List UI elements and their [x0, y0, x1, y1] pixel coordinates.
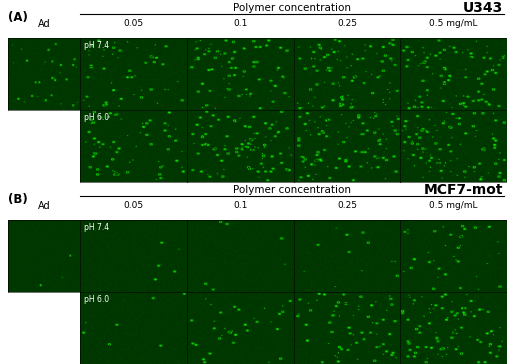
Text: Ad: Ad	[38, 201, 50, 210]
Text: 0.1: 0.1	[233, 19, 247, 28]
Text: 0.5 mg/mL: 0.5 mg/mL	[429, 19, 478, 28]
Text: pH 6.0: pH 6.0	[84, 113, 110, 122]
Text: MCF7-mot: MCF7-mot	[423, 183, 503, 197]
Text: 0.5 mg/mL: 0.5 mg/mL	[429, 201, 478, 210]
Text: Ad: Ad	[38, 19, 50, 28]
Text: pH 7.4: pH 7.4	[84, 223, 110, 232]
Text: (A): (A)	[8, 11, 28, 24]
Text: 0.05: 0.05	[123, 201, 143, 210]
Text: 0.1: 0.1	[233, 201, 247, 210]
Text: 0.25: 0.25	[337, 19, 357, 28]
Text: pH 7.4: pH 7.4	[84, 41, 110, 50]
Text: Polymer concentration: Polymer concentration	[233, 185, 351, 195]
Text: 0.25: 0.25	[337, 201, 357, 210]
Text: pH 6.0: pH 6.0	[84, 295, 110, 304]
Text: U343: U343	[463, 1, 503, 15]
Text: (B): (B)	[8, 193, 28, 206]
Text: Polymer concentration: Polymer concentration	[233, 3, 351, 13]
Text: 0.05: 0.05	[123, 19, 143, 28]
